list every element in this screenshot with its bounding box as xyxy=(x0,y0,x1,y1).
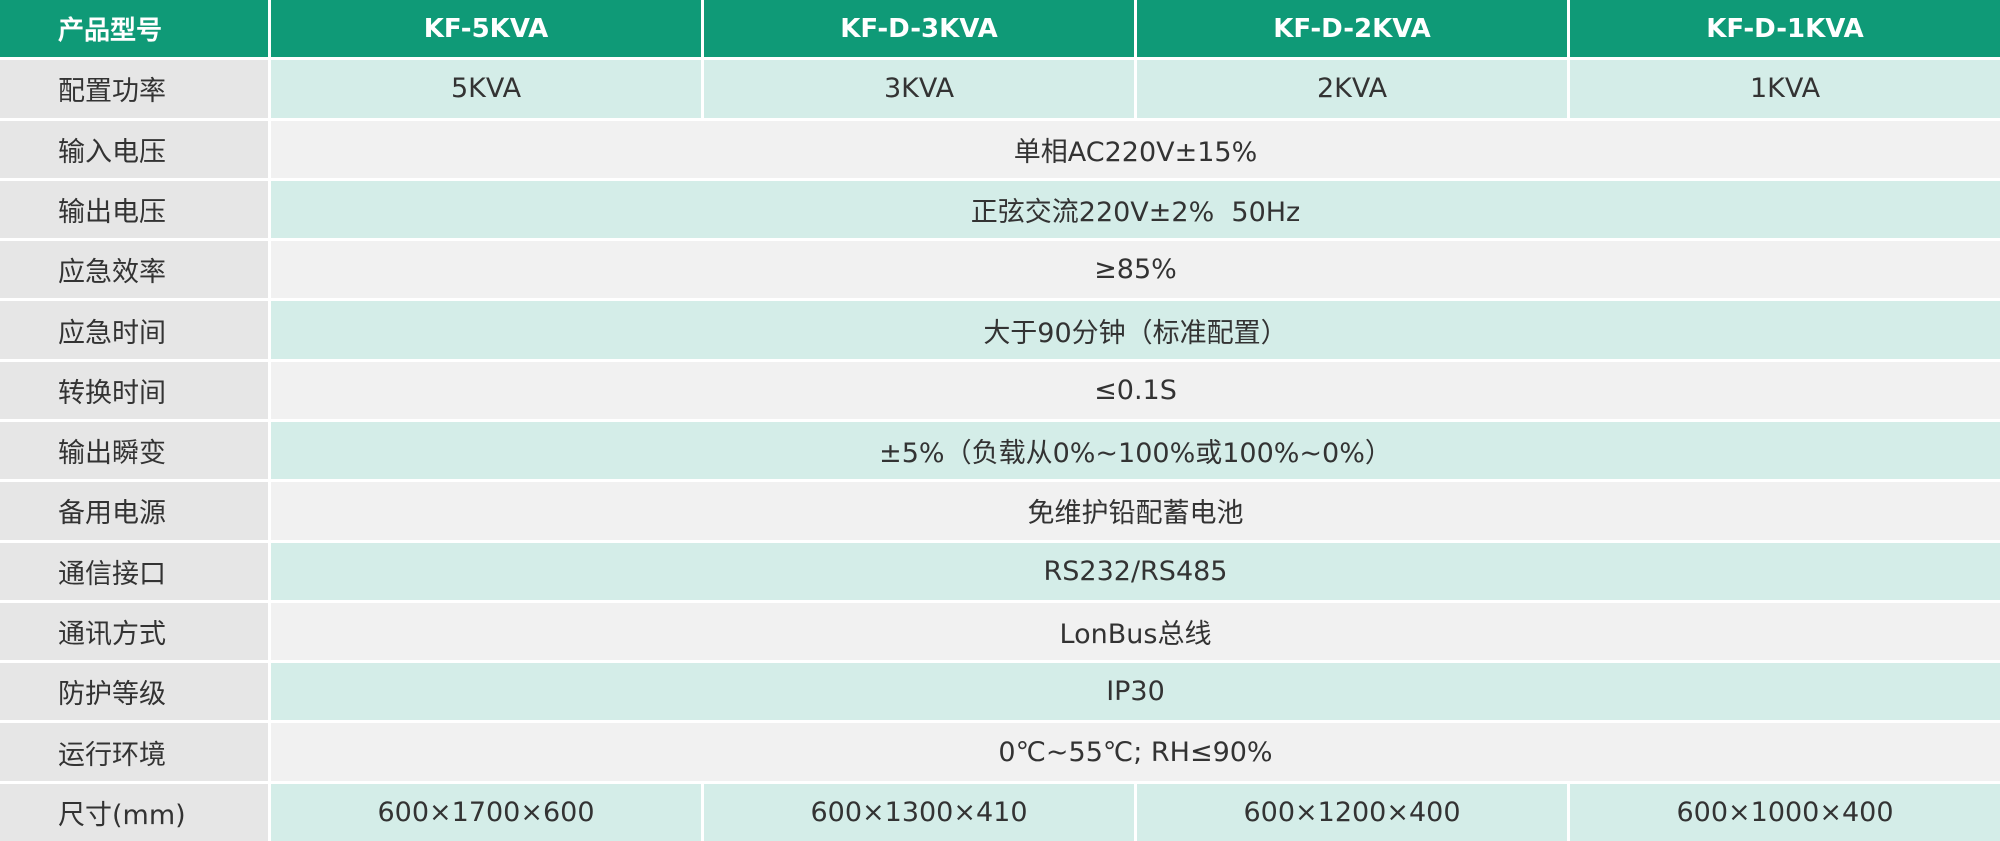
row-label: 应急效率 xyxy=(0,241,268,299)
row-label: 输出瞬变 xyxy=(0,421,268,480)
row-label: 运行环境 xyxy=(0,723,268,781)
value-cell: ≤0.1S xyxy=(271,361,2000,419)
value-cell: LonBus总线 xyxy=(271,602,2000,661)
row-label: 应急时间 xyxy=(0,301,268,359)
value-cell: 0℃~55℃; RH≤90% xyxy=(271,723,2000,781)
row-label: 配置功率 xyxy=(0,60,268,118)
value-cell: 600×1200×400 xyxy=(1137,783,1567,841)
value-cell: 3KVA xyxy=(704,60,1134,118)
value-cell: 600×1700×600 xyxy=(271,783,701,841)
value-cell: 5KVA xyxy=(271,60,701,118)
value-cell: 600×1000×400 xyxy=(1570,783,2000,841)
header-cell: KF-5KVA xyxy=(271,0,701,58)
row-label: 防护等级 xyxy=(0,663,268,721)
value-cell: RS232/RS485 xyxy=(271,542,2000,600)
header-cell: KF-D-1KVA xyxy=(1570,0,2000,58)
value-cell: 单相AC220V±15% xyxy=(271,120,2000,178)
row-label: 输入电压 xyxy=(0,120,268,178)
value-cell: ≥85% xyxy=(271,241,2000,299)
value-cell: 1KVA xyxy=(1570,60,2000,118)
row-label: 输出电压 xyxy=(0,180,268,239)
value-cell: 正弦交流220V±2% 50Hz xyxy=(271,180,2000,239)
row-label: 备用电源 xyxy=(0,482,268,540)
header-cell: KF-D-3KVA xyxy=(704,0,1134,58)
header-cell: 产品型号 xyxy=(0,0,268,58)
value-cell: 2KVA xyxy=(1137,60,1567,118)
value-cell: IP30 xyxy=(271,663,2000,721)
value-cell: 600×1300×410 xyxy=(704,783,1134,841)
row-label: 通讯方式 xyxy=(0,602,268,661)
value-cell: 免维护铅配蓄电池 xyxy=(271,482,2000,540)
row-label: 转换时间 xyxy=(0,361,268,419)
row-label: 通信接口 xyxy=(0,542,268,600)
value-cell: ±5%（负载从0%~100%或100%~0%） xyxy=(271,421,2000,480)
value-cell: 大于90分钟（标准配置） xyxy=(271,301,2000,359)
row-label: 尺寸(mm) xyxy=(0,783,268,841)
header-cell: KF-D-2KVA xyxy=(1137,0,1567,58)
